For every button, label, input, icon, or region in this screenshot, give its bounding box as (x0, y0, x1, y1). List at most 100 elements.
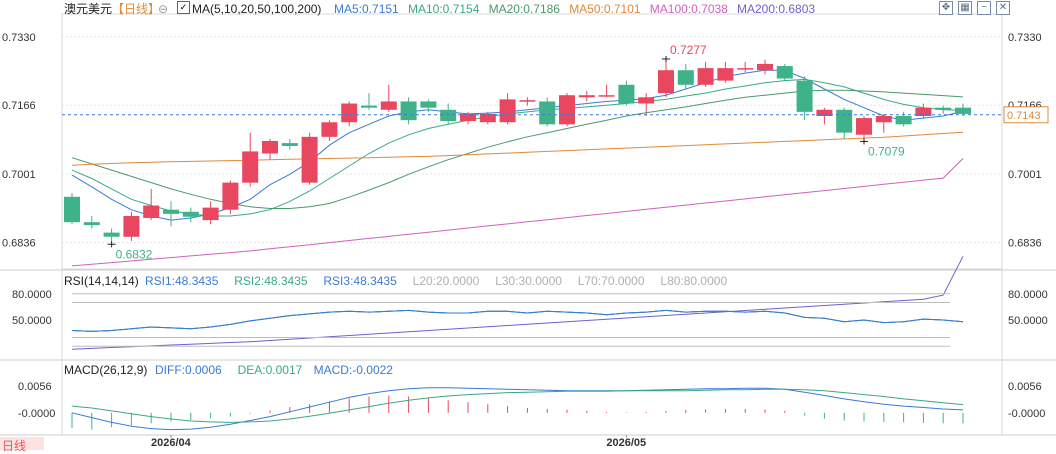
ma-value: MA100:0.7038 (649, 2, 728, 16)
candle-body (281, 143, 298, 146)
y-tick-label-right: 0.7001 (1008, 169, 1042, 181)
rsi-value: RSI1:48.3435 (145, 274, 219, 288)
rsi-value: L80:80.0000 (660, 274, 728, 288)
ma-line-ma20 (71, 89, 964, 209)
ma-line-ma5 (71, 69, 964, 221)
candle-body (222, 182, 239, 210)
ma-value: MA10:0.7154 (408, 2, 480, 16)
close-icon[interactable]: ✕ (996, 1, 1010, 15)
minus-icon[interactable]: − (977, 1, 991, 15)
extreme-label: 0.6832 (116, 247, 153, 261)
y-tick-label-left: 0.6836 (2, 238, 36, 250)
rsi-line-rsi3 (71, 309, 964, 332)
ma-line-ma100 (71, 158, 964, 267)
ma-line-ma200 (71, 256, 964, 350)
candle-body (578, 95, 595, 98)
period-badge[interactable]: 日线 (2, 439, 27, 453)
candle-body (737, 68, 754, 70)
rsi-line-rsi1 (71, 309, 964, 332)
candle-body (420, 101, 437, 108)
ma-line-ma50 (71, 131, 964, 166)
rsi-value: RSI3:48.3435 (323, 274, 397, 288)
y-tick-label-right: 0.7330 (1008, 32, 1042, 44)
symbol-title: 澳元美元 (64, 2, 113, 16)
macd-value: DEA:0.0017 (237, 363, 303, 377)
last-price-label: 0.7143 (1007, 110, 1041, 122)
macd-value: MACD:-0.0022 (313, 363, 393, 377)
candle-body (638, 97, 655, 104)
candle-body (460, 113, 476, 122)
candle-body (143, 205, 160, 219)
ma-params-label: MA(5,10,20,50,100,200) (192, 2, 322, 16)
grid-icon[interactable]: ▦ (958, 1, 972, 15)
rsi-line-rsi2 (71, 309, 964, 332)
extreme-label: 0.7277 (670, 43, 707, 57)
rsi-value: L70:70.0000 (577, 274, 645, 288)
candle-body (83, 222, 100, 226)
ma-line-ma10 (71, 78, 964, 217)
x-tick-label: 2026/04 (151, 437, 192, 449)
macd-tick-label-left: -0.0000 (18, 408, 55, 420)
candle-body (796, 80, 813, 112)
candle-body (479, 113, 496, 123)
candle-body (519, 100, 536, 102)
candle-body (440, 109, 457, 122)
ma-value: MA5:0.7151 (334, 2, 399, 16)
rsi-value: RSI2:48.3435 (234, 274, 308, 288)
candle-body (915, 107, 932, 117)
y-tick-label-left: 0.7001 (2, 169, 36, 181)
ma-value: MA50:0.7101 (569, 2, 641, 16)
ma-value: MA20:0.7186 (488, 2, 560, 16)
macd-line-dea (71, 388, 964, 423)
candle-body (163, 209, 179, 214)
rsi-params-label: RSI(14,14,14) (64, 274, 139, 288)
macd-tick-label-left: 0.0056 (18, 381, 52, 393)
y-tick-label-right: 0.6836 (1008, 238, 1042, 250)
candle-body (301, 136, 318, 183)
last-price-badge (1003, 106, 1049, 124)
candle-body (123, 215, 140, 237)
macd-line-diff (71, 387, 964, 431)
extreme-label: 0.7079 (868, 144, 905, 158)
candle-body (559, 95, 575, 125)
macd-tick-label-right: -0.0000 (1008, 408, 1045, 420)
move-icon[interactable]: ✥ (939, 1, 953, 15)
ma-value: MA200:0.6803 (737, 2, 816, 16)
candle-body (64, 196, 80, 223)
candle-body (380, 101, 397, 110)
rsi-value: L30:30.0000 (495, 274, 562, 288)
candle-body (361, 105, 377, 108)
candle-body (776, 66, 793, 79)
rsi-tick-label-right: 50.0000 (1008, 315, 1048, 327)
candle-body (895, 116, 912, 125)
checkbox-icon[interactable]: ✓ (177, 1, 190, 14)
period-label: 【日线】 (112, 2, 161, 16)
period-badge-bg (0, 437, 44, 450)
candle-body (262, 141, 278, 154)
candle-body (499, 99, 516, 123)
candle-body (103, 232, 120, 237)
y-tick-label-left: 0.7166 (2, 100, 36, 112)
candle-body (539, 101, 556, 125)
macd-value: DIFF:0.0006 (155, 363, 222, 377)
candle-body (836, 109, 853, 133)
y-tick-label-left: 0.7330 (2, 32, 36, 44)
candle-body (677, 70, 694, 85)
rsi-value: L20:20.0000 (412, 274, 480, 288)
candle-body (202, 207, 219, 221)
toggle-indicator-icon[interactable]: ⊖ (158, 2, 169, 16)
x-tick-label: 2026/05 (606, 437, 646, 449)
candle-body (955, 107, 971, 114)
candle-body (935, 107, 952, 110)
candle-body (717, 68, 734, 81)
candle-body (618, 84, 635, 104)
candle-body (856, 118, 872, 135)
candle-body (658, 70, 674, 94)
candle-body (697, 68, 714, 85)
candle-body (816, 109, 833, 117)
candle-body (757, 63, 773, 71)
candle-body (400, 101, 417, 121)
candle-body (321, 122, 338, 137)
